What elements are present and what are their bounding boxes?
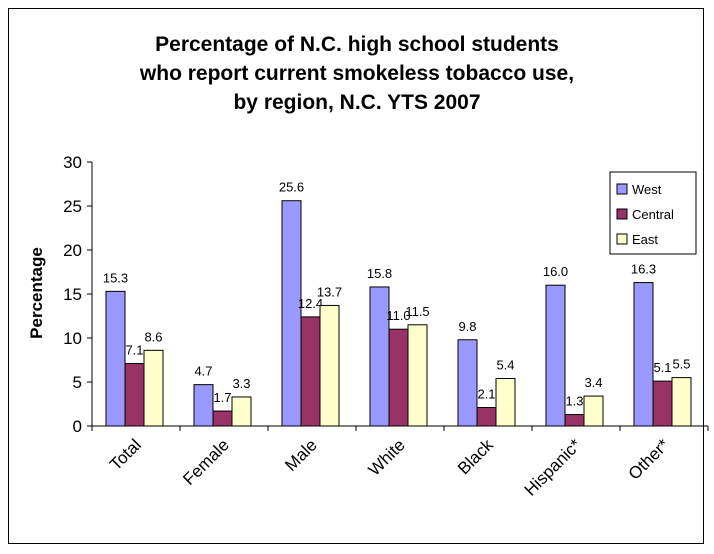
legend-swatch-east (616, 233, 628, 245)
x-category-label: Other* (625, 435, 673, 483)
data-label: 12.4 (298, 296, 323, 311)
data-label: 5.4 (496, 357, 514, 372)
bar-east (231, 396, 252, 427)
bar-central (388, 328, 409, 427)
bar-west (105, 290, 126, 427)
chart-frame (8, 8, 704, 544)
data-label: 5.5 (672, 357, 690, 372)
y-tick-label: 15 (63, 285, 82, 304)
legend-swatch-west (616, 183, 628, 195)
data-label: 11.5 (405, 304, 429, 319)
x-category-label: White (365, 435, 409, 479)
legend-label-west: West (632, 182, 662, 197)
legend-label-central: Central (632, 207, 674, 222)
bar-east (407, 324, 428, 427)
data-label: 16.3 (631, 262, 656, 277)
y-tick-label: 0 (73, 417, 82, 436)
x-category-label: Black (454, 435, 497, 478)
bar-central (124, 363, 145, 427)
data-label: 1.3 (565, 394, 583, 409)
data-label: 15.3 (103, 270, 128, 285)
data-label: 8.6 (144, 329, 162, 344)
bar-central (476, 407, 497, 427)
y-tick-label: 30 (63, 153, 82, 172)
bar-west (281, 200, 302, 427)
data-label: 13.7 (317, 284, 342, 299)
bar-central (300, 316, 321, 427)
data-label: 4.7 (194, 364, 212, 379)
data-label: 2.1 (477, 387, 495, 402)
data-label: 7.1 (125, 343, 143, 358)
data-label: 5.1 (653, 360, 671, 375)
x-category-label: Total (106, 435, 145, 474)
data-label: 16.0 (543, 264, 568, 279)
data-label: 11.0 (386, 308, 410, 323)
data-label: 3.4 (584, 375, 602, 390)
bar-east (583, 395, 604, 427)
y-axis-title: Percentage (27, 247, 46, 339)
bar-west (545, 284, 566, 427)
x-category-label: Male (281, 435, 320, 474)
x-category-label: Female (179, 435, 233, 489)
chart-title-line-1: Percentage of N.C. high school students (155, 33, 559, 56)
chart-title-line-2: who report current smokeless tobacco use… (139, 62, 575, 85)
chart-title-line-3: by region, N.C. YTS 2007 (233, 91, 481, 114)
bar-east (143, 349, 164, 427)
y-tick-label: 20 (63, 241, 82, 260)
bar-east (671, 377, 692, 427)
bar-west (633, 282, 654, 427)
bar-central (652, 380, 673, 427)
bar-east (495, 377, 516, 427)
data-label: 3.3 (232, 376, 250, 391)
data-label: 1.7 (213, 390, 231, 405)
y-tick-label: 10 (63, 329, 82, 348)
legend-label-east: East (632, 232, 658, 247)
bar-east (319, 304, 340, 427)
data-label: 15.8 (367, 266, 392, 281)
y-tick-label: 25 (63, 197, 82, 216)
x-category-label: Hispanic* (521, 435, 585, 499)
legend: West Central East (609, 171, 697, 255)
bar-west (193, 384, 214, 427)
data-label: 25.6 (279, 180, 304, 195)
bar-central (212, 410, 233, 427)
y-tick-label: 5 (73, 373, 82, 392)
data-label: 9.8 (458, 319, 476, 334)
bar-central (564, 414, 585, 427)
bar-west (457, 339, 478, 427)
chart-title: Percentage of N.C. high school students … (0, 30, 714, 117)
legend-swatch-central (616, 208, 628, 220)
